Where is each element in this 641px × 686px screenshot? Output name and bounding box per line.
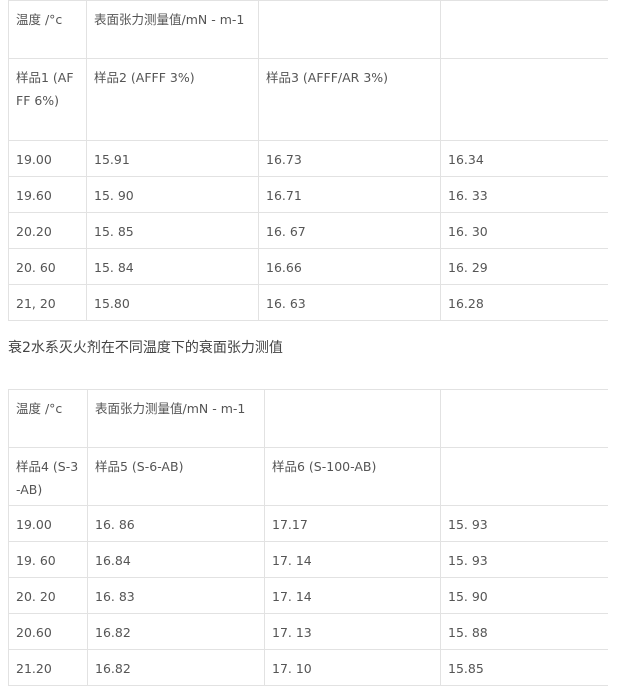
table-cell: 16. 86 (87, 505, 265, 542)
sample-cell: 样品5 (S-6-AB) (87, 447, 265, 506)
table-cell: 17.17 (264, 505, 441, 542)
table-row: 21, 20 15.80 16. 63 16.28 (8, 284, 608, 321)
table-cell: 15. 93 (440, 505, 608, 542)
header-cell (440, 389, 608, 448)
table-cell: 20. 20 (8, 577, 88, 614)
header-cell (258, 0, 441, 59)
table-cell: 16.34 (440, 140, 608, 177)
table-cell: 15. 84 (86, 248, 259, 285)
table-cell: 15. 88 (440, 613, 608, 650)
sample-cell: 样品3 (AFFF/AR 3%) (258, 58, 441, 141)
table-cell: 21, 20 (8, 284, 87, 321)
table-row: 19. 60 16.84 17. 14 15. 93 (8, 541, 608, 578)
table-cell: 16.28 (440, 284, 608, 321)
table-cell: 16. 33 (440, 176, 608, 213)
table-cell: 16. 67 (258, 212, 441, 249)
header-cell (264, 389, 441, 448)
table-row: 19.60 15. 90 16.71 16. 33 (8, 176, 608, 213)
table-cell: 17. 13 (264, 613, 441, 650)
table-cell: 16.82 (87, 649, 265, 686)
table-cell: 16.71 (258, 176, 441, 213)
table-cell: 16.73 (258, 140, 441, 177)
table-cell: 20.60 (8, 613, 88, 650)
table-cell: 15.80 (86, 284, 259, 321)
table-cell: 15.85 (440, 649, 608, 686)
sample-row: 样品1 (AFFF 6%) 样品2 (AFFF 3%) 样品3 (AFFF/AR… (8, 58, 608, 141)
table-cell: 15. 93 (440, 541, 608, 578)
table-row: 21.20 16.82 17. 10 15.85 (8, 649, 608, 686)
table-caption: 衰2水系灭火剂在不同温度下的衰面张力测值 (8, 340, 283, 356)
table-cell: 19.00 (8, 140, 87, 177)
table-cell: 15.91 (86, 140, 259, 177)
table-row: 20.60 16.82 17. 13 15. 88 (8, 613, 608, 650)
sample-cell: 样品1 (AFFF 6%) (8, 58, 87, 141)
table-row: 19.00 15.91 16.73 16.34 (8, 140, 608, 177)
sample-row: 样品4 (S-3-AB) 样品5 (S-6-AB) 样品6 (S-100-AB) (8, 447, 608, 506)
table-cell: 17. 14 (264, 577, 441, 614)
table-cell: 16.84 (87, 541, 265, 578)
surface-tension-table-1: 温度 /°c 表面张力测量值/mN - m-1 样品1 (AFFF 6%) 样品… (8, 0, 608, 321)
table-cell: 21.20 (8, 649, 88, 686)
table-cell: 17. 10 (264, 649, 441, 686)
sample-cell: 样品6 (S-100-AB) (264, 447, 441, 506)
surface-tension-table-2: 温度 /°c 表面张力测量值/mN - m-1 样品4 (S-3-AB) 样品5… (8, 389, 608, 686)
sample-cell: 样品4 (S-3-AB) (8, 447, 88, 506)
table-cell: 16. 63 (258, 284, 441, 321)
table-cell: 16.66 (258, 248, 441, 285)
table-cell: 19. 60 (8, 541, 88, 578)
table-cell: 20. 60 (8, 248, 87, 285)
sample-cell: 样品2 (AFFF 3%) (86, 58, 259, 141)
sample-cell (440, 58, 608, 141)
table-cell: 17. 14 (264, 541, 441, 578)
table-cell: 15. 90 (440, 577, 608, 614)
table-row: 20.20 15. 85 16. 67 16. 30 (8, 212, 608, 249)
header-row: 温度 /°c 表面张力测量值/mN - m-1 (8, 0, 608, 59)
table-cell: 16. 83 (87, 577, 265, 614)
table-row: 19.00 16. 86 17.17 15. 93 (8, 505, 608, 542)
table-row: 20. 20 16. 83 17. 14 15. 90 (8, 577, 608, 614)
header-cell: 温度 /°c (8, 389, 88, 448)
table-cell: 16. 30 (440, 212, 608, 249)
header-cell: 温度 /°c (8, 0, 87, 59)
header-cell: 表面张力测量值/mN - m-1 (87, 389, 265, 448)
table-cell: 15. 85 (86, 212, 259, 249)
table-cell: 20.20 (8, 212, 87, 249)
header-row: 温度 /°c 表面张力测量值/mN - m-1 (8, 389, 608, 448)
table-row: 20. 60 15. 84 16.66 16. 29 (8, 248, 608, 285)
table-cell: 19.00 (8, 505, 88, 542)
header-cell (440, 0, 608, 59)
table-cell: 16.82 (87, 613, 265, 650)
table-cell: 15. 90 (86, 176, 259, 213)
sample-cell (440, 447, 608, 506)
table-cell: 19.60 (8, 176, 87, 213)
header-cell: 表面张力测量值/mN - m-1 (86, 0, 259, 59)
table-cell: 16. 29 (440, 248, 608, 285)
